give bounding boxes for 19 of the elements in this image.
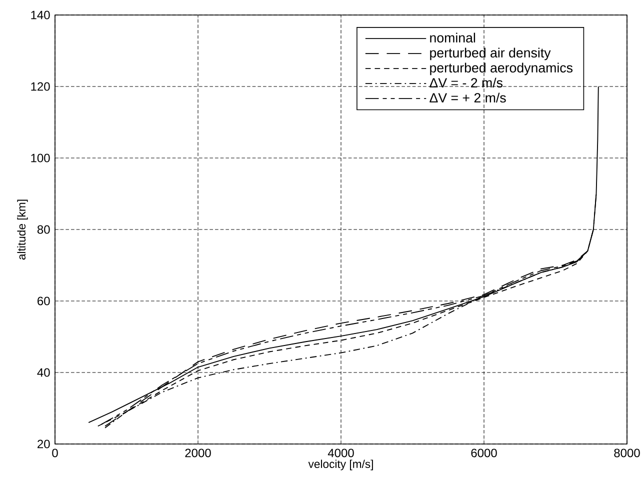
legend-label: nominal [430,32,476,43]
x-tick-label: 0 [52,448,58,458]
legend-label: perturbed air density [430,48,551,60]
x-tick-label: 4000 [328,448,354,458]
y-tick-label: 120 [31,82,50,91]
x-tick-label: 6000 [471,448,497,458]
x-tick-label: 8000 [614,448,640,458]
legend-label: ΔV = + 2 m/s [430,92,506,103]
legend-label: perturbed aerodynamics [430,62,573,76]
y-tick-label: 40 [37,368,50,377]
y-axis-title: altitude [km] [17,200,28,260]
x-tick-label: 2000 [185,448,211,458]
y-tick-label: 140 [31,10,50,20]
x-axis-title: velocity [m/s] [308,460,373,470]
legend-label: ΔV = - 2 m/s [430,78,503,88]
y-tick-label: 100 [31,154,50,162]
y-tick-label: 20 [38,440,50,448]
y-tick-label: 60 [38,296,50,306]
y-tick-label: 80 [37,225,50,234]
